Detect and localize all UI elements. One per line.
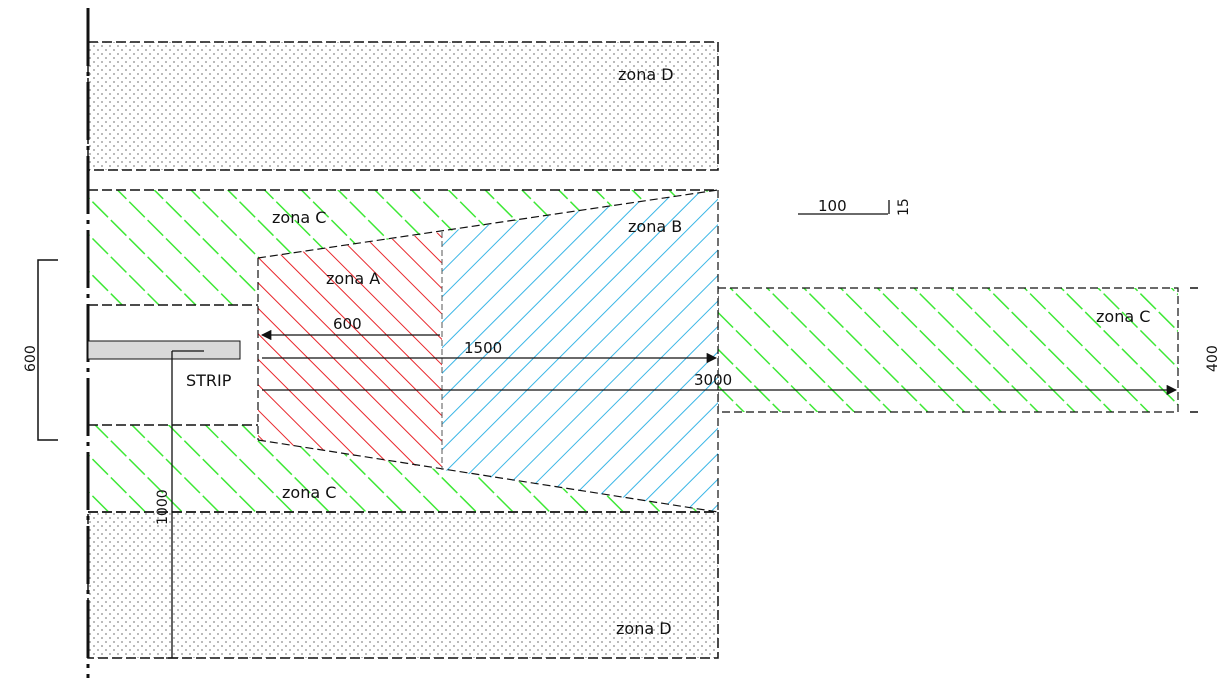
zone-d-top-label: zona D xyxy=(618,65,674,84)
zone-c-top-label: zona C xyxy=(272,208,326,227)
strip-bar xyxy=(87,340,241,360)
dim-400-label: 400 xyxy=(1205,345,1221,372)
dim-3000-label: 3000 xyxy=(694,371,732,389)
zone-c-right xyxy=(717,287,1179,413)
scale-100-label: 100 xyxy=(818,197,847,215)
dim-600-bracket xyxy=(37,259,58,441)
dim-1500-label: 1500 xyxy=(464,339,502,357)
zone-a-hatch xyxy=(258,232,442,470)
strip-label: STRIP xyxy=(186,371,232,390)
zone-d-top xyxy=(87,41,719,171)
ab-bottom-boundary xyxy=(257,439,719,513)
zone-d-bottom-label: zona D xyxy=(616,619,672,638)
zone-d-bottom xyxy=(87,511,719,659)
dim-600-h-label: 600 xyxy=(333,315,362,333)
ab-top-boundary xyxy=(257,189,719,259)
zone-c-bottom-label: zona C xyxy=(282,483,336,502)
zone-a-label: zona A xyxy=(326,269,380,288)
dim-1000-label: 1000 xyxy=(155,489,171,525)
zone-b-hatch xyxy=(442,190,718,512)
scale-15-label: 15 xyxy=(896,198,912,216)
zone-c-right-label: zona C xyxy=(1096,307,1150,326)
dim-600-v-label: 600 xyxy=(23,345,39,372)
zone-b-label: zona B xyxy=(628,217,682,236)
